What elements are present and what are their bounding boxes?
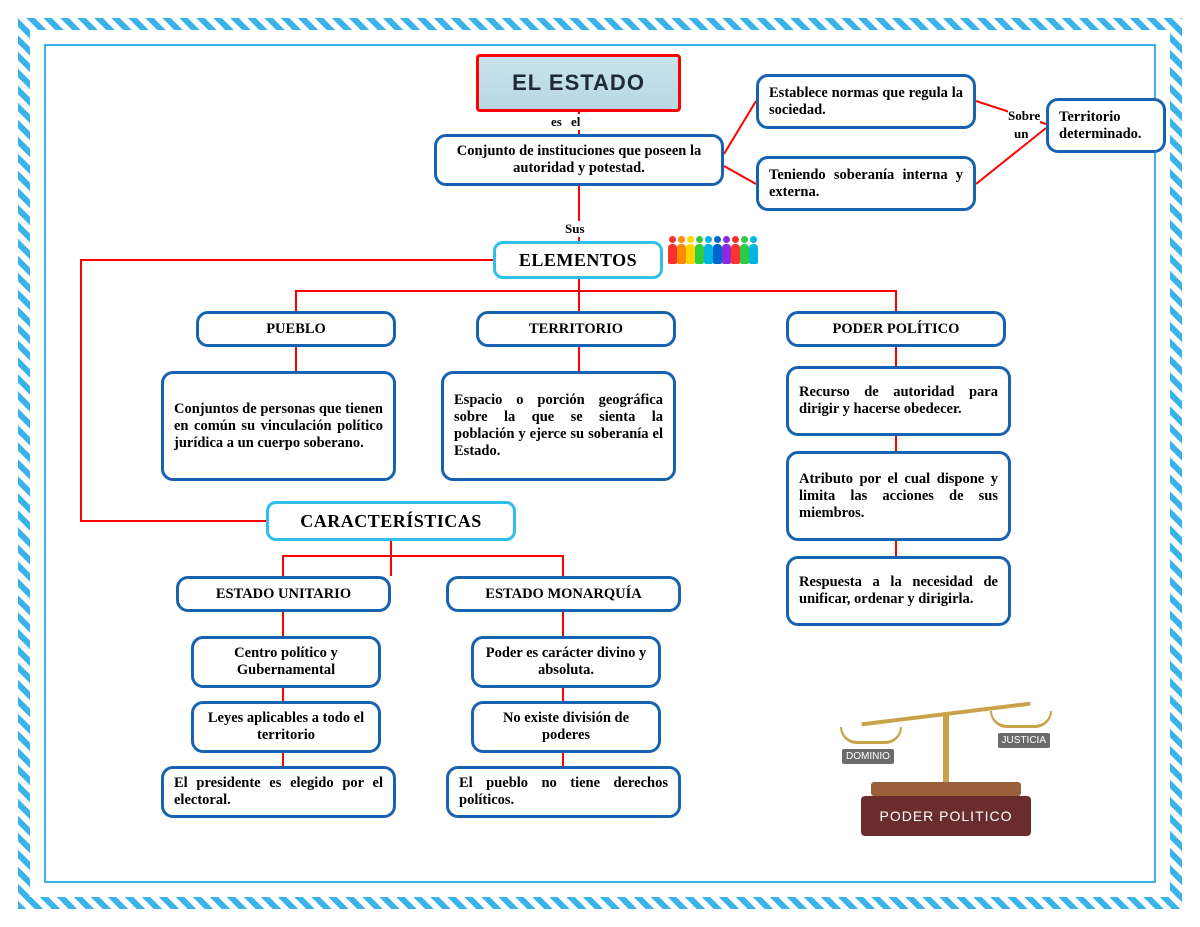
- label-sobre: Sobre: [1008, 108, 1040, 124]
- scale-tag-left: DOMINIO: [842, 749, 894, 764]
- node-territorio_h: TERRITORIO: [476, 311, 676, 347]
- node-poder_d3: Respuesta a la necesidad de unificar, or…: [786, 556, 1011, 626]
- node-pueblo_d: Conjuntos de personas que tienen en comú…: [161, 371, 396, 481]
- label-es: es: [551, 114, 562, 130]
- node-caract: CARACTERÍSTICAS: [266, 501, 516, 541]
- node-monarquia_h: ESTADO MONARQUÍA: [446, 576, 681, 612]
- scale-pedestal-top: [871, 782, 1021, 796]
- title-el-estado: EL ESTADO: [476, 54, 681, 112]
- scale-pan-left: [840, 727, 902, 744]
- node-conjunto: Conjunto de instituciones que poseen la …: [434, 134, 724, 186]
- label-el: el: [571, 114, 580, 130]
- node-mon3: El pueblo no tiene derechos políticos.: [446, 766, 681, 818]
- node-mon2: No existe división de poderes: [471, 701, 661, 753]
- scale-pedestal: PODER POLITICO: [861, 796, 1031, 836]
- person-icon: [713, 236, 722, 270]
- node-soberania: Teniendo soberanía interna y externa.: [756, 156, 976, 211]
- scale-label: PODER POLITICO: [879, 808, 1012, 824]
- person-icon: [677, 236, 686, 270]
- node-territorio_d: Espacio o porción geográfica sobre la qu…: [441, 371, 676, 481]
- node-poder_d2: Atributo por el cual dispone y limita la…: [786, 451, 1011, 541]
- node-poder_d1: Recurso de autoridad para dirigir y hace…: [786, 366, 1011, 436]
- scale-pole: [943, 712, 949, 782]
- person-icon: [695, 236, 704, 270]
- node-uni2: Leyes aplicables a todo el territorio: [191, 701, 381, 753]
- node-unitario_h: ESTADO UNITARIO: [176, 576, 391, 612]
- person-icon: [749, 236, 758, 270]
- person-icon: [740, 236, 749, 270]
- node-normas: Establece normas que regula la sociedad.: [756, 74, 976, 129]
- scale-of-justice-icon: DOMINIO JUSTICIA PODER POLITICO: [836, 666, 1056, 836]
- person-icon: [731, 236, 740, 270]
- person-icon: [686, 236, 695, 270]
- node-poder_h: PODER POLÍTICO: [786, 311, 1006, 347]
- node-territorio_det: Territorio determinado.: [1046, 98, 1166, 153]
- person-icon: [668, 236, 677, 270]
- title-text: EL ESTADO: [512, 70, 645, 96]
- node-elementos: ELEMENTOS: [493, 241, 663, 279]
- people-icon: [668, 236, 758, 270]
- scale-pan-right: [990, 711, 1052, 728]
- label-un: un: [1014, 126, 1028, 142]
- person-icon: [704, 236, 713, 270]
- node-pueblo_h: PUEBLO: [196, 311, 396, 347]
- node-uni3: El presidente es elegido por el electora…: [161, 766, 396, 818]
- node-uni1: Centro político y Gubernamental: [191, 636, 381, 688]
- scale-tag-right: JUSTICIA: [998, 733, 1050, 748]
- person-icon: [722, 236, 731, 270]
- node-mon1: Poder es carácter divino y absoluta.: [471, 636, 661, 688]
- label-sus: Sus: [565, 221, 585, 237]
- diagram-canvas: EL ESTADO es el Sus Sobre un Conjunto de…: [46, 46, 1154, 881]
